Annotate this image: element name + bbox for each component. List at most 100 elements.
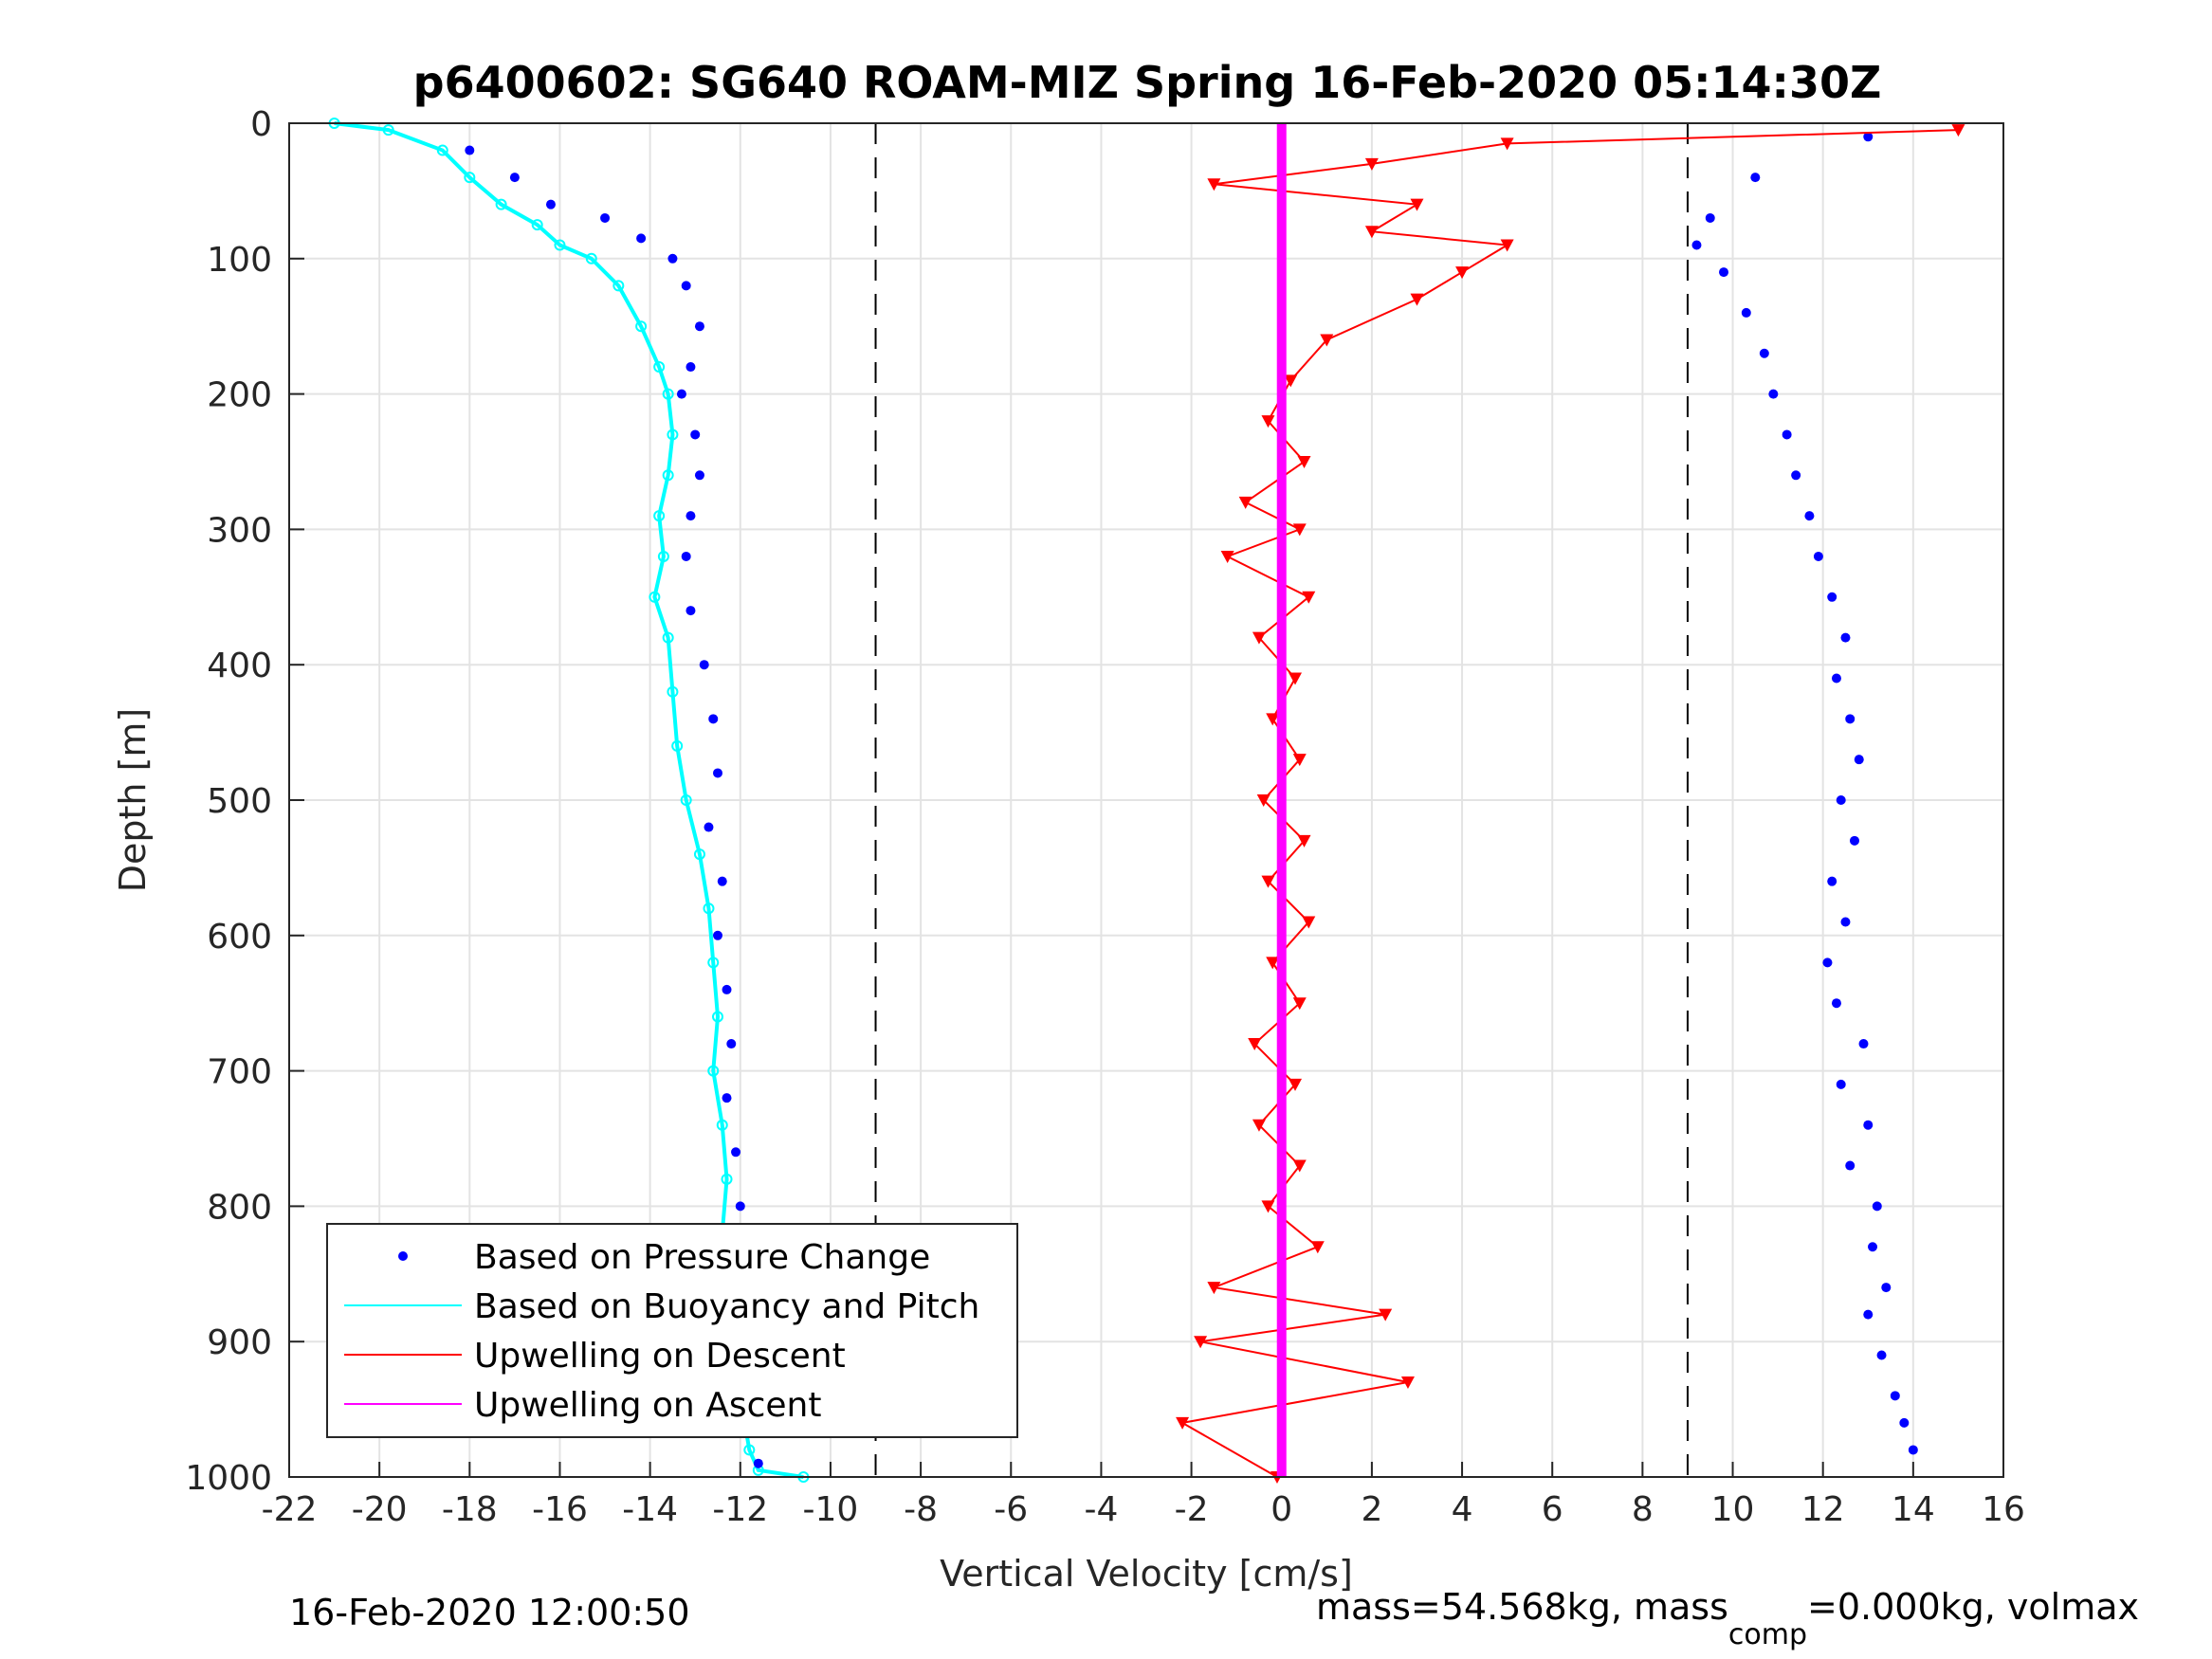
- footer-mass: mass=54.568kg, masscomp=0.000kg, volmax: [1316, 1586, 2139, 1651]
- pressure-change-point: [1863, 132, 1874, 142]
- buoyancy-pitch-point: [707, 1065, 720, 1077]
- footer-mass-prefix: mass=54.568kg, mass: [1316, 1586, 1728, 1628]
- buoyancy-pitch-point: [464, 172, 476, 184]
- pressure-change-point: [686, 362, 696, 373]
- pressure-change-point: [1854, 755, 1864, 765]
- pressure-change-point: [1845, 714, 1856, 724]
- upwelling-descent-marker: [1500, 239, 1514, 252]
- pressure-change-point: [690, 429, 701, 440]
- pressure-change-point: [636, 233, 647, 244]
- buoyancy-pitch-point: [612, 280, 625, 292]
- upwelling-descent-marker: [1310, 1241, 1325, 1254]
- pressure-change-point: [1836, 1079, 1846, 1089]
- pressure-change-point: [726, 1039, 737, 1049]
- y-axis-label: Depth [m]: [112, 708, 154, 893]
- buoyancy-pitch-point: [743, 1444, 756, 1456]
- y-tick-label: 700: [207, 1053, 272, 1092]
- upwelling-descent-marker: [1364, 226, 1379, 239]
- legend-label: Based on Buoyancy and Pitch: [474, 1287, 979, 1326]
- pressure-change-point: [1890, 1391, 1900, 1401]
- pressure-change-point: [681, 281, 691, 291]
- x-tick-label: 2: [1361, 1490, 1382, 1529]
- upwelling-descent-marker: [1320, 334, 1334, 347]
- buoyancy-pitch-point: [382, 124, 394, 137]
- x-tick-labels: -22 -20 -18 -16 -14 -12 -10 -8 -6 -4 -2 0 2 4 6 8 10 12 14…: [262, 1490, 2025, 1529]
- upwelling-descent-marker: [1292, 754, 1307, 767]
- x-tick-label: 12: [1801, 1490, 1845, 1529]
- upwelling-descent-marker: [1297, 456, 1311, 468]
- plot-frame: [288, 122, 2004, 1478]
- buoyancy-pitch-point: [662, 469, 674, 482]
- upwelling-descent-marker: [1261, 415, 1275, 428]
- pressure-change-point: [1804, 511, 1815, 521]
- x-tick-label: -10: [803, 1490, 859, 1529]
- upwelling-descent-marker: [1410, 198, 1424, 211]
- buoyancy-pitch-point: [554, 239, 566, 251]
- buoyancy-pitch-point: [649, 591, 661, 603]
- buoyancy-pitch-point: [721, 1173, 733, 1185]
- pressure-change-point: [722, 1093, 732, 1103]
- pressure-change-point: [1863, 1309, 1874, 1320]
- buoyancy-pitch-point: [667, 428, 679, 441]
- footer-mass-sub: comp: [1728, 1618, 1807, 1651]
- y-tick-label: 100: [207, 241, 272, 280]
- series-upwelling-on-descent: [1176, 124, 1965, 1484]
- x-tick-label: 4: [1452, 1490, 1473, 1529]
- pressure-change-point: [686, 606, 696, 616]
- upwelling-descent-marker: [1238, 496, 1252, 509]
- upwelling-descent-marker: [1261, 875, 1275, 888]
- x-tick-label: -6: [994, 1490, 1028, 1529]
- upwelling-descent-marker: [1176, 1416, 1190, 1430]
- pressure-change-point: [1741, 307, 1751, 318]
- y-tick-label: 600: [207, 918, 272, 957]
- upwelling-descent-marker: [1292, 523, 1307, 537]
- x-tick-label: -18: [442, 1490, 498, 1529]
- pressure-change-point: [1876, 1350, 1887, 1360]
- x-tick-label: 8: [1632, 1490, 1654, 1529]
- buoyancy-pitch-point: [671, 739, 684, 752]
- upwelling-descent-marker: [1302, 916, 1316, 929]
- buoyancy-pitch-point: [585, 252, 597, 264]
- y-tick-label: 900: [207, 1323, 272, 1362]
- x-axis-label: Vertical Velocity [cm/s]: [940, 1553, 1353, 1595]
- x-tick-label: -8: [904, 1490, 938, 1529]
- pressure-change-point: [1759, 348, 1769, 358]
- pressure-change-point: [1813, 551, 1823, 561]
- upwelling-descent-marker: [1302, 591, 1316, 604]
- pressure-change-point: [465, 145, 475, 155]
- pressure-change-point: [694, 321, 704, 332]
- buoyancy-pitch-point: [662, 631, 674, 644]
- buoyancy-pitch-point: [495, 198, 507, 210]
- y-tick-label: 300: [207, 511, 272, 550]
- x-tick-label: -14: [622, 1490, 678, 1529]
- upwelling-descent-marker: [1379, 1308, 1393, 1322]
- pressure-change-point: [713, 930, 722, 940]
- pressure-change-point: [1868, 1242, 1878, 1252]
- upwelling-descent-marker: [1297, 834, 1311, 848]
- x-tick-label: -12: [712, 1490, 768, 1529]
- y-tick-label: 1000: [185, 1459, 272, 1498]
- pressure-change-point: [1858, 1039, 1869, 1049]
- footer-timestamp: 16-Feb-2020 12:00:50: [289, 1592, 690, 1633]
- buoyancy-pitch-point: [662, 388, 674, 400]
- pressure-change-point: [1840, 632, 1851, 643]
- y-tick-label: 800: [207, 1188, 272, 1227]
- upwelling-descent-marker: [1284, 374, 1298, 388]
- y-tick-label: 0: [250, 105, 272, 144]
- upwelling-descent-marker: [1500, 137, 1514, 151]
- pressure-change-point: [1899, 1417, 1910, 1428]
- pressure-change-point: [735, 1201, 745, 1212]
- pressure-change-point: [1719, 267, 1729, 278]
- pressure-change-point: [1691, 240, 1702, 250]
- buoyancy-pitch-point: [667, 685, 679, 698]
- x-tick-label: 14: [1892, 1490, 1935, 1529]
- upwelling-descent-marker: [1289, 1078, 1303, 1091]
- pressure-change-point: [1831, 673, 1841, 684]
- pressure-change-point: [676, 389, 686, 399]
- buoyancy-pitch-point: [531, 219, 543, 231]
- pressure-change-point: [667, 253, 678, 264]
- pressure-change-point: [1908, 1445, 1918, 1455]
- upwelling-descent-marker: [1292, 997, 1307, 1011]
- pressure-change-point: [1849, 835, 1859, 846]
